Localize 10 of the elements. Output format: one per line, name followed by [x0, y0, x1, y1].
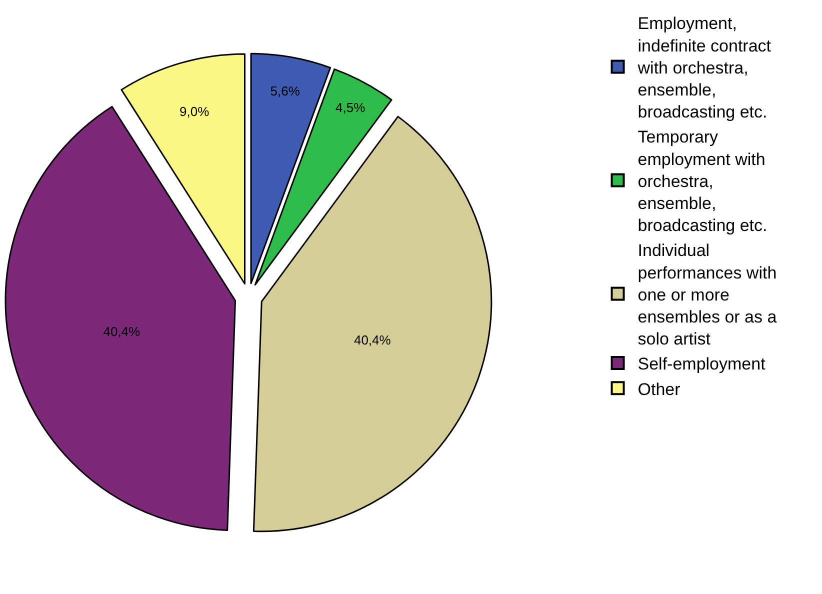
legend-label: Employment, indefinite contract with orchestra, ensemble, broadcasting etc.	[636, 14, 772, 122]
data-label: 4,5%	[336, 100, 366, 116]
data-label: 5,6%	[270, 83, 300, 98]
legend-label: Individual performances with one or more ensembles or as a solo artist	[638, 241, 778, 349]
legend-label: Temporary employment with orchestra, ensemble, broadcasting etc.	[638, 128, 768, 236]
data-label: 9,0%	[180, 104, 210, 119]
legend-label: Other	[638, 380, 681, 399]
data-label: 40,4%	[103, 324, 141, 339]
legend-label: Self-employment	[638, 354, 766, 374]
data-label: 40,4%	[354, 332, 392, 348]
